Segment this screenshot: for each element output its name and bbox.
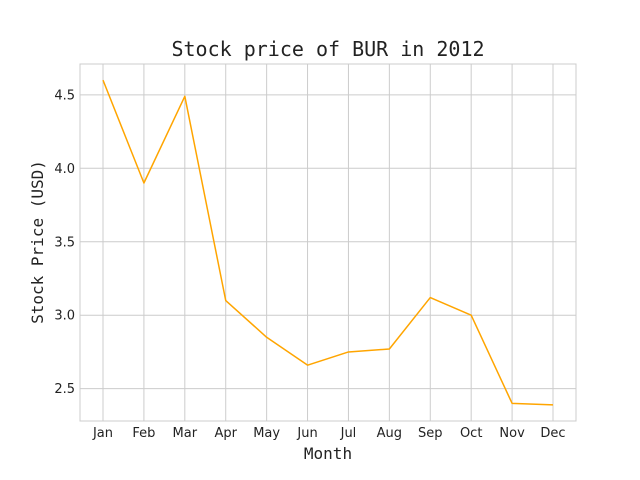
- x-gridlines: [102, 64, 554, 421]
- chart-title: Stock price of BUR in 2012: [171, 37, 484, 61]
- y-tick-label: 3.0: [54, 309, 75, 324]
- x-tick-label: Feb: [132, 426, 155, 441]
- x-tick-label: Oct: [460, 426, 482, 441]
- x-tick-label: Nov: [499, 426, 525, 441]
- y-tick-label: 4.0: [54, 162, 75, 177]
- y-gridlines: [80, 94, 576, 390]
- plot-frame: [79, 63, 577, 422]
- x-tick-labels: Jan Feb Mar Apr May Jun Jul Aug Sep Oct Nov Dec: [92, 426, 566, 441]
- y-tick-label: 4.5: [54, 88, 75, 103]
- x-tick-label: Mar: [173, 426, 198, 441]
- x-tick-label: Jul: [340, 426, 357, 441]
- x-tick-label: Apr: [214, 426, 237, 441]
- y-tick-label: 2.5: [54, 382, 75, 397]
- series-line: [102, 79, 554, 406]
- x-tick-label: Dec: [540, 426, 565, 441]
- x-tick-label: Jun: [296, 426, 317, 441]
- x-tick-label: May: [253, 426, 280, 441]
- x-tick-label: Sep: [418, 426, 443, 441]
- y-tick-labels: 2.5 3.0 3.5 4.0 4.5: [54, 88, 75, 397]
- y-tick-label: 3.5: [54, 235, 75, 250]
- x-tick-label: Jan: [92, 426, 113, 441]
- series-layer: [102, 79, 554, 406]
- x-axis-label: Month: [304, 444, 352, 463]
- x-tick-label: Aug: [377, 426, 402, 441]
- y-axis-label: Stock Price (USD): [28, 160, 47, 324]
